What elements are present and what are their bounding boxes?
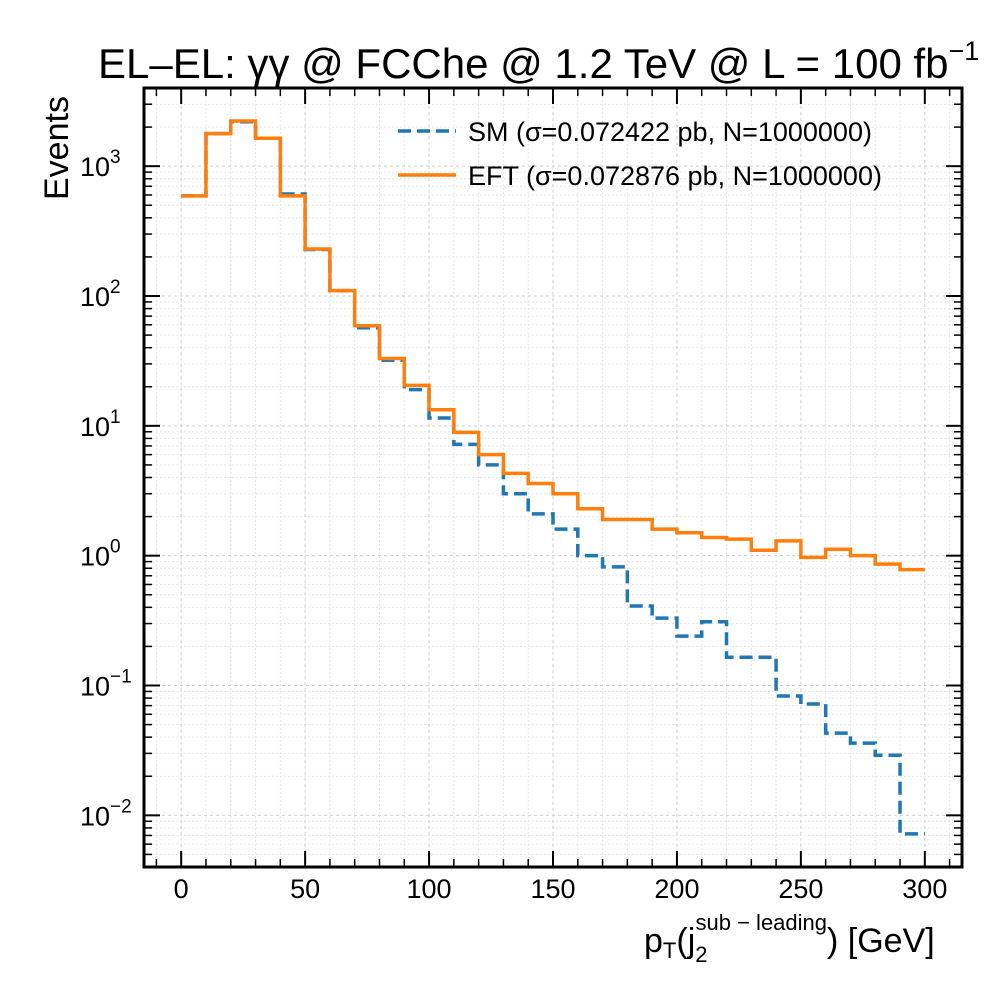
- x-tick-labels: 0 50 100 150 200 250 300: [174, 874, 948, 904]
- y-tick-label: 100: [80, 537, 121, 572]
- y-tick-label: 101: [80, 407, 121, 442]
- plot-frame: [142, 86, 964, 869]
- x-tick-label: 300: [902, 874, 947, 904]
- x-tick-label: 0: [174, 874, 189, 904]
- legend: SM (σ=0.072422 pb, N=1000000) EFT (σ=0.0…: [398, 117, 882, 191]
- chart-title: EL–EL: γγ @ FCChe @ 1.2 TeV @ L = 100 fb…: [98, 36, 979, 87]
- y-tick-label: 10−2: [80, 796, 132, 831]
- y-axis-title: Events: [38, 96, 76, 200]
- series-layer: [181, 119, 925, 836]
- y-tick-label: 102: [80, 277, 121, 312]
- y-tick-labels: 10−2 10−1 100 101 102 103: [80, 147, 132, 831]
- x-tick-label: 150: [530, 874, 575, 904]
- legend-sm-label: SM (σ=0.072422 pb, N=1000000): [468, 117, 872, 147]
- x-axis-title: pT(j2sub − leading) [GeV]: [644, 910, 935, 967]
- x-tick-label: 200: [654, 874, 699, 904]
- eft-series-line: [181, 119, 925, 572]
- legend-eft-label: EFT (σ=0.072876 pb, N=1000000): [468, 161, 882, 191]
- x-tick-label: 50: [290, 874, 320, 904]
- plot-area: [142, 86, 964, 869]
- x-tick-label: 250: [778, 874, 823, 904]
- x-tick-label: 100: [407, 874, 452, 904]
- y-tick-label: 10−1: [80, 667, 132, 702]
- y-tick-label: 103: [80, 147, 121, 182]
